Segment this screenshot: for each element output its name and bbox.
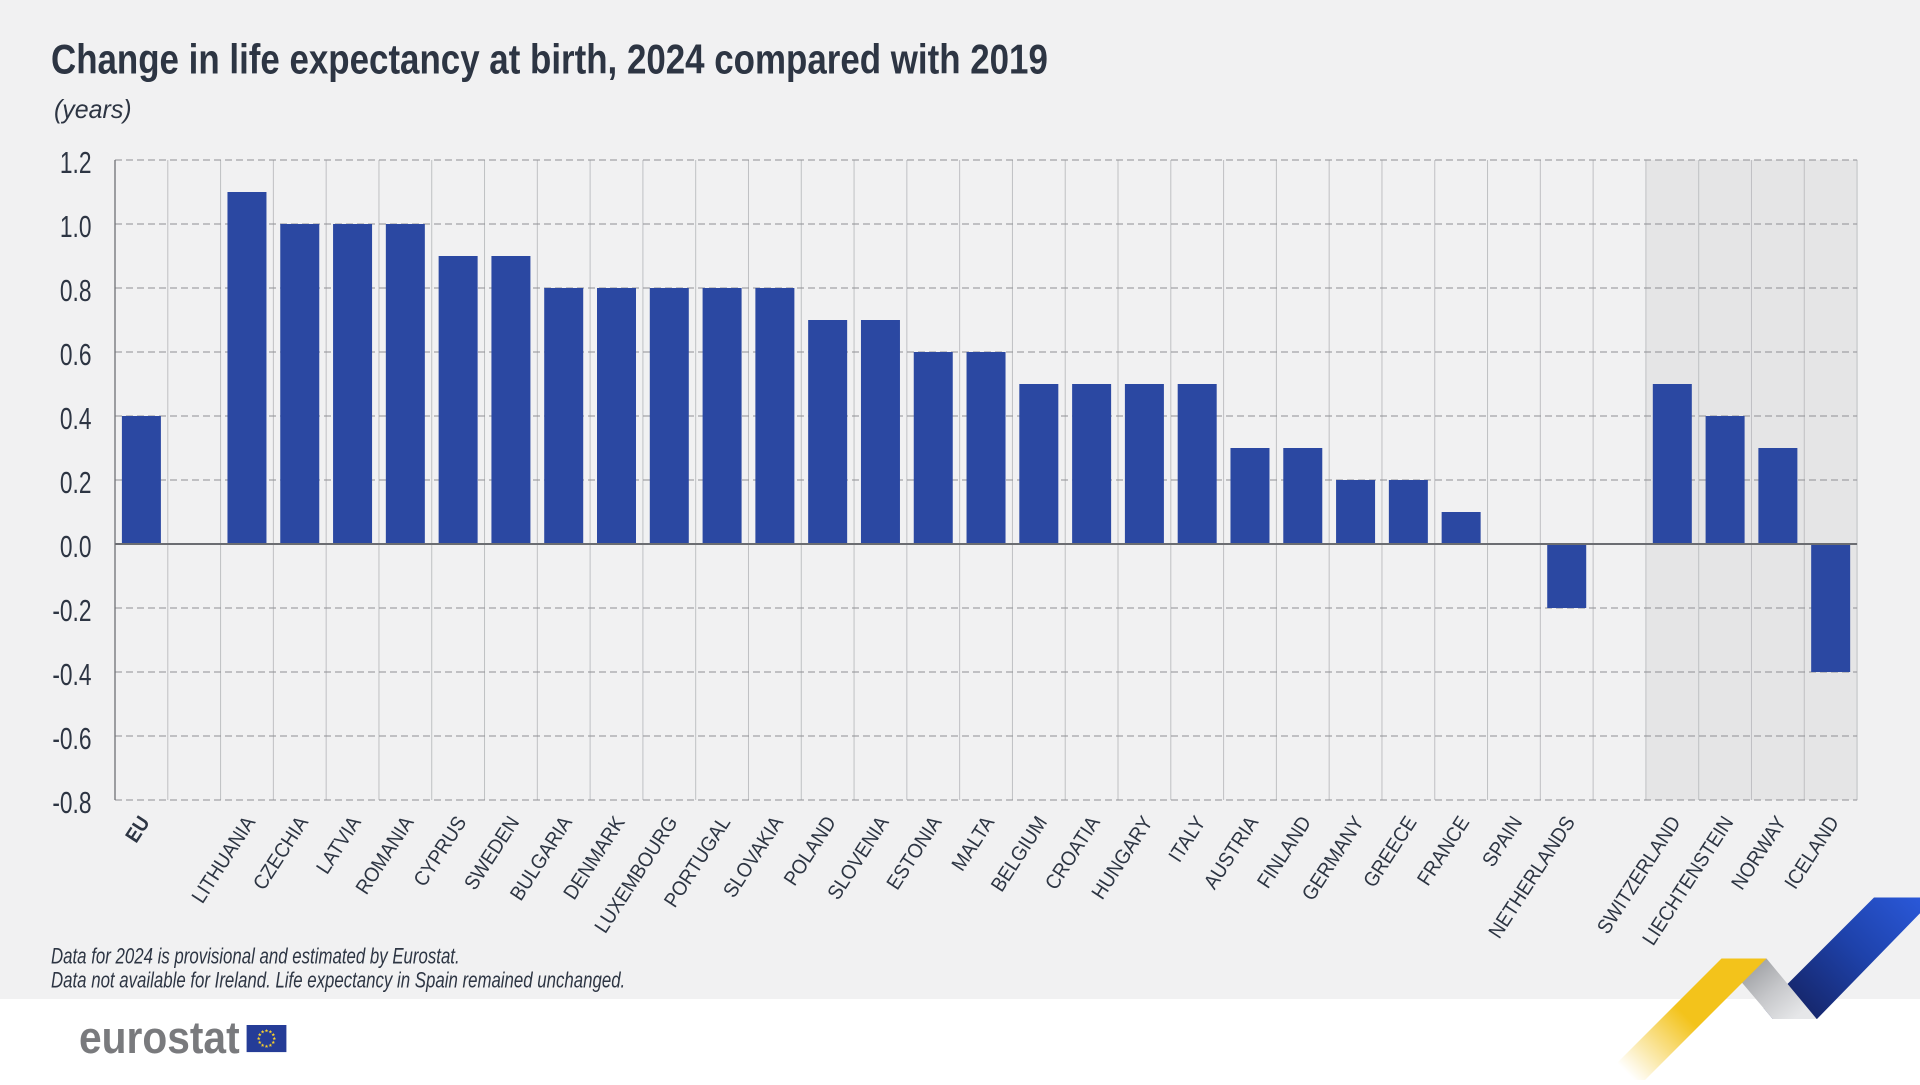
- svg-text:-0.2: -0.2: [52, 594, 91, 628]
- svg-text:(years): (years): [54, 96, 132, 125]
- svg-text:-0.4: -0.4: [52, 658, 91, 692]
- svg-text:0.0: 0.0: [60, 530, 92, 564]
- svg-text:-0.6: -0.6: [52, 722, 91, 756]
- svg-text:Data not available for Ireland: Data not available for Ireland. Life exp…: [51, 968, 625, 993]
- svg-text:eurostat: eurostat: [79, 1013, 240, 1063]
- svg-text:1.0: 1.0: [60, 210, 92, 244]
- svg-text:1.2: 1.2: [60, 146, 92, 180]
- svg-text:0.8: 0.8: [60, 274, 92, 308]
- svg-text:0.6: 0.6: [60, 338, 92, 372]
- svg-text:-0.8: -0.8: [52, 786, 91, 820]
- svg-text:Change in life expectancy at b: Change in life expectancy at birth, 2024…: [51, 37, 1048, 84]
- svg-text:Data for 2024 is provisional a: Data for 2024 is provisional and estimat…: [51, 944, 460, 969]
- svg-text:0.2: 0.2: [60, 466, 92, 500]
- svg-text:0.4: 0.4: [60, 402, 92, 436]
